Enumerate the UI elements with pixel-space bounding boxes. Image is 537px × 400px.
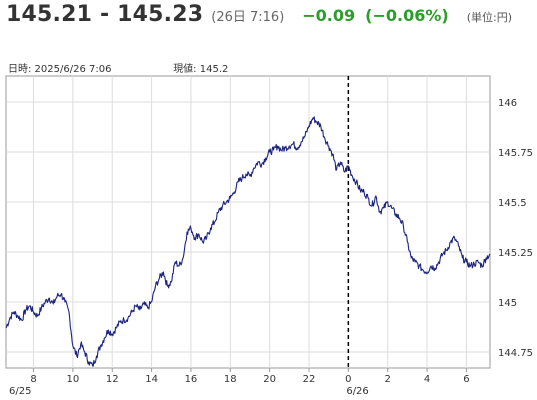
x-tick-label: 12 (106, 374, 119, 385)
quote-timestamp: (26日 7:16) (211, 10, 285, 25)
current-value: 現値: 145.2 (173, 64, 229, 75)
x-tick-label: 22 (303, 374, 316, 385)
x-tick-label: 8 (30, 374, 36, 385)
x-tick-label: 16 (185, 374, 198, 385)
chart-info-row: 日時: 2025/6/26 7:06 現値: 145.2 (8, 60, 228, 75)
x-tick-label: 2 (385, 374, 391, 385)
x-tick-label: 6 (463, 374, 469, 385)
x-tick-label: 18 (224, 374, 237, 385)
y-tick-label: 145 (498, 298, 517, 309)
date-label: 6/26 (346, 386, 368, 397)
y-tick-label: 144.75 (498, 348, 533, 359)
y-tick-label: 145.75 (498, 148, 533, 159)
x-tick-label: 20 (263, 374, 276, 385)
price-change: −0.09 (302, 6, 356, 25)
y-tick-label: 145.25 (498, 248, 533, 259)
y-tick-label: 145.5 (498, 198, 527, 209)
unit-label: (単位:円) (466, 11, 512, 24)
y-tick-label: 146 (498, 98, 517, 109)
price-line (5, 116, 491, 367)
price-range: 145.21 - 145.23 (6, 2, 204, 27)
date-label: 6/25 (9, 386, 31, 397)
cursor-datetime: 日時: 2025/6/26 7:06 (8, 64, 112, 75)
quote-header: 145.21 - 145.23 (26日 7:16) −0.09 (−0.06%… (6, 2, 534, 36)
x-tick-label: 10 (67, 374, 80, 385)
x-tick-label: 14 (145, 374, 158, 385)
plot-frame (5, 75, 491, 369)
x-tick-label: 4 (424, 374, 430, 385)
price-change-percent: (−0.06%) (365, 6, 449, 25)
x-tick-label: 0 (345, 374, 351, 385)
